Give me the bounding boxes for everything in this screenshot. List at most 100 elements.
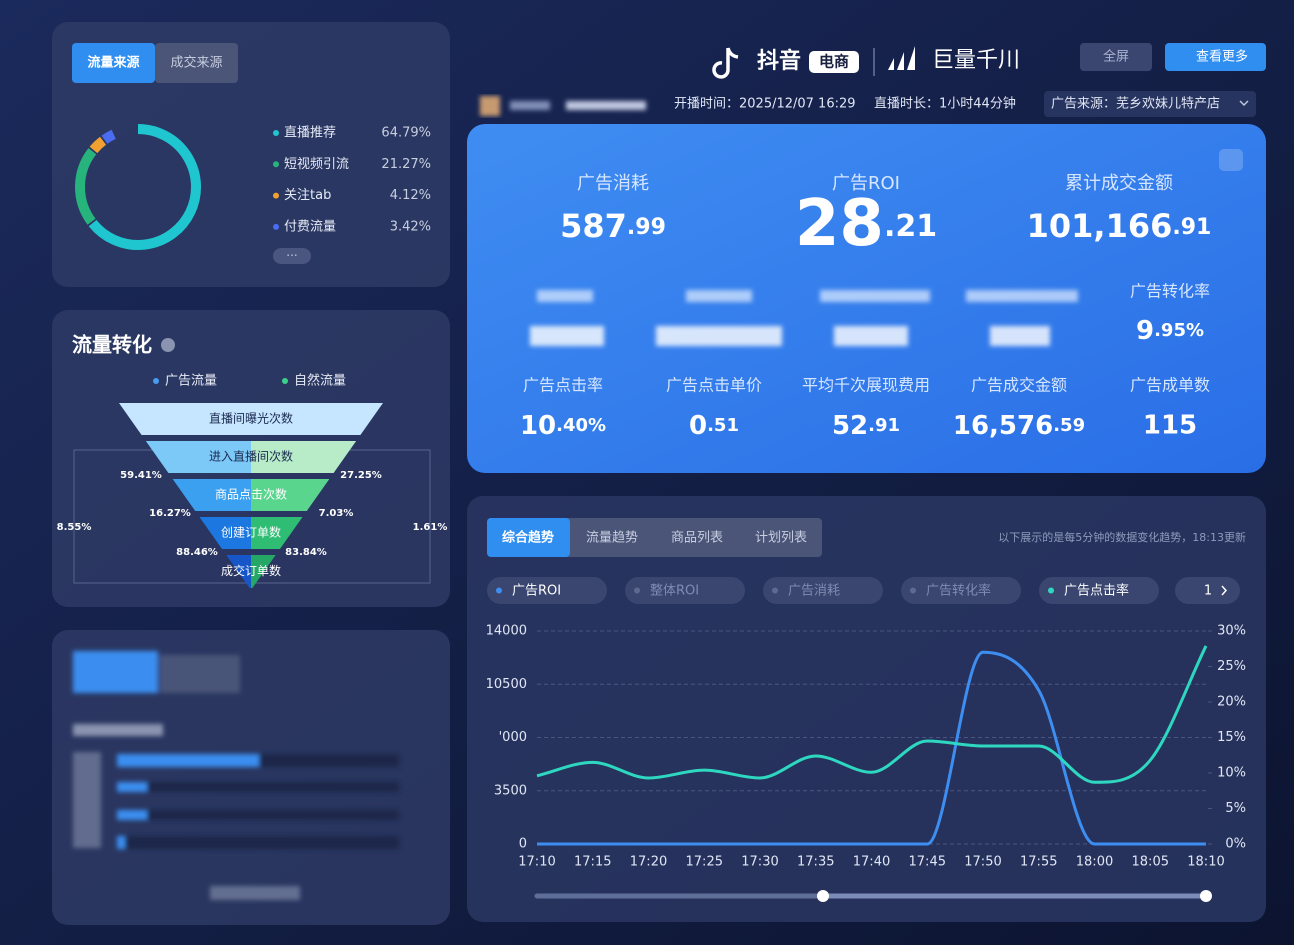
x-tick-label: 17:40: [853, 855, 890, 870]
value-part: .51: [707, 415, 739, 436]
value-part: 52: [832, 411, 868, 441]
x-tick-label: 17:10: [518, 855, 555, 870]
pager-label[interactable]: 1: [1204, 584, 1212, 599]
legend-label: 直播推荐: [284, 126, 336, 141]
legend-label: 短视频引流: [284, 157, 349, 172]
icon-button[interactable]: [1219, 149, 1243, 171]
blurred-block: [480, 96, 500, 116]
value-part: .91: [1172, 215, 1211, 240]
rate-label: 7.03%: [319, 508, 354, 519]
y2-tick-label: 5%: [1225, 801, 1246, 816]
pill-label[interactable]: 整体ROI: [650, 584, 699, 599]
zoom-handle[interactable]: [817, 890, 829, 902]
tab-label[interactable]: 商品列表: [671, 531, 723, 546]
funnel-label: 直播间曝光次数: [209, 411, 293, 426]
tab[interactable]: [487, 518, 570, 557]
chevron[interactable]: [1239, 100, 1249, 107]
rate-label: 59.41%: [120, 470, 162, 481]
blurred-block: [537, 290, 593, 302]
metric-pill[interactable]: [901, 577, 1021, 604]
blurred-block: [990, 326, 1050, 346]
pill-dot: [496, 587, 502, 594]
y-tick-label: 10500: [486, 677, 527, 692]
blurred-info: [480, 96, 646, 116]
legend-dot: [273, 223, 279, 230]
pill-label[interactable]: 广告转化率: [926, 583, 991, 599]
tab-group: [487, 518, 822, 557]
funnel-label: 进入直播间次数: [209, 449, 293, 464]
value-part: 16,576: [953, 411, 1053, 441]
help-icon[interactable]: [161, 338, 175, 352]
tab-label[interactable]: 流量来源: [87, 55, 139, 71]
button-label[interactable]: 查看更多: [1196, 49, 1248, 65]
kpi-label: 广告点击单价: [666, 376, 762, 395]
legend-dot: [273, 161, 279, 168]
metric-pill[interactable]: [1039, 577, 1159, 604]
tab[interactable]: [155, 43, 238, 83]
tab-label[interactable]: 综合趋势: [502, 530, 554, 546]
funnel-layer: [172, 479, 251, 511]
legend-dot: [282, 378, 288, 384]
metric-pill[interactable]: [625, 577, 745, 604]
pill-label[interactable]: 广告消耗: [788, 584, 840, 599]
rate-label: 83.84%: [285, 547, 327, 558]
x-tick-label: 17:50: [964, 855, 1001, 870]
funnel-layer: [199, 517, 251, 549]
blurred-block: [73, 651, 158, 693]
blurred-block: [117, 754, 259, 767]
legend-label: 关注tab: [284, 188, 331, 203]
funnel-layer: [119, 403, 251, 435]
x-tick-label: 17:55: [1020, 855, 1057, 870]
more-dots[interactable]: ···: [286, 249, 297, 263]
donut-slice: [101, 129, 116, 144]
panel: [52, 22, 450, 287]
pager-arrow[interactable]: [1221, 585, 1228, 596]
x-tick-label: 17:20: [630, 855, 667, 870]
x-tick-label: 17:45: [909, 855, 946, 870]
dropdown-bg[interactable]: [1044, 91, 1256, 117]
metric-pill[interactable]: [487, 577, 607, 604]
pill-label[interactable]: 广告ROI: [512, 584, 561, 599]
funnel-label: 创建订单数: [221, 525, 281, 540]
badge: 电商: [819, 53, 849, 71]
kpi-label: 广告ROI: [832, 173, 900, 194]
tab[interactable]: [72, 43, 155, 83]
kpi-value: 28.21: [795, 187, 937, 261]
value-part: .91: [868, 415, 900, 436]
button-bg[interactable]: [1165, 43, 1266, 71]
x-tick-label: 18:10: [1187, 855, 1224, 870]
funnel-label: 商品点击次数: [215, 487, 287, 502]
blurred-block: [530, 326, 604, 346]
button-label[interactable]: 全屏: [1103, 49, 1129, 65]
blurred-block: [834, 326, 908, 346]
pager[interactable]: [1175, 577, 1240, 604]
funnel-layer: [226, 555, 251, 588]
blurred-block: [210, 886, 300, 900]
ad-source[interactable]: 广告来源：芜乡欢妹儿特产店: [1051, 97, 1220, 112]
legend-label: 付费流量: [284, 219, 336, 234]
button-bg[interactable]: [1080, 43, 1152, 71]
funnel-layer: [251, 403, 383, 435]
legend-value: 64.79%: [381, 126, 431, 141]
start-time: 开播时间：2025/12/07 16:29: [674, 97, 856, 112]
tab-label[interactable]: 计划列表: [755, 531, 807, 546]
kpi-label: 广告成单数: [1130, 376, 1210, 395]
duration: 直播时长：1小时44分钟: [874, 96, 1016, 112]
partner: 巨量千川: [932, 48, 1020, 73]
more-dots[interactable]: [273, 248, 311, 264]
zoom-handle[interactable]: [1200, 890, 1212, 902]
y2-tick-label: 25%: [1217, 659, 1246, 674]
rate-label: 8.55%: [57, 522, 92, 533]
blurred-block: [820, 290, 930, 302]
pill-label[interactable]: 广告点击率: [1064, 583, 1129, 599]
series-line: [536, 650, 1206, 846]
logo-icon: [888, 46, 915, 70]
x-tick-label: 17:15: [574, 855, 611, 870]
metric-pill[interactable]: [763, 577, 883, 604]
kpi-label: 广告点击率: [523, 376, 603, 395]
tab-label[interactable]: 成交来源: [170, 55, 222, 71]
tab-label[interactable]: 流量趋势: [586, 530, 638, 546]
y2-tick-label: 15%: [1217, 730, 1246, 745]
legend-value: 3.42%: [390, 219, 431, 234]
